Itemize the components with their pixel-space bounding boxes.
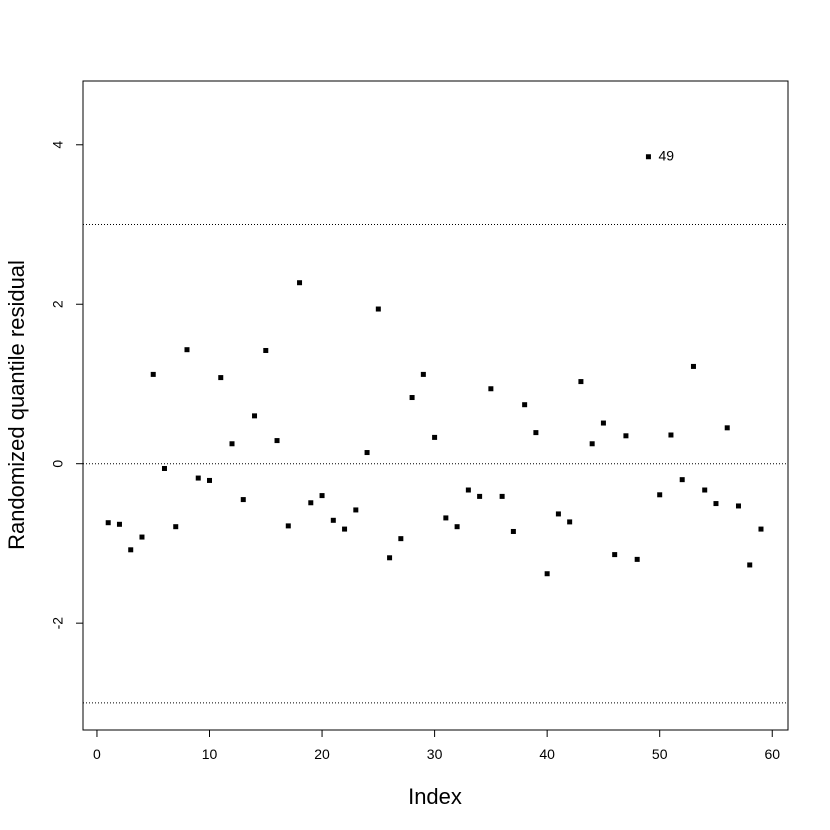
point [555,511,561,517]
point [330,517,336,523]
point [443,515,449,521]
point [465,487,471,493]
point [420,371,426,377]
point [454,524,460,530]
point [207,477,213,483]
point [634,556,640,562]
point [252,413,258,419]
annotation: 49 [658,147,674,163]
point [398,536,404,542]
point [319,493,325,499]
point [128,547,134,553]
x-tick-label: 20 [314,746,330,762]
x-tick-label: 50 [652,746,668,762]
point [668,432,674,438]
y-tick-label: 4 [50,141,66,149]
point [645,154,651,160]
point [758,526,764,532]
point [240,497,246,503]
point [173,524,179,530]
point [623,433,629,439]
point [510,528,516,534]
point [263,347,269,353]
point [702,487,708,493]
point [690,363,696,369]
point [375,306,381,312]
point [713,501,719,507]
point [161,465,167,471]
point [139,534,145,540]
point [735,503,741,509]
point [679,477,685,483]
point [342,526,348,532]
point [387,555,393,561]
point [499,493,505,499]
point [578,379,584,385]
point [477,493,483,499]
point [747,562,753,568]
point [544,571,550,577]
point [285,523,291,529]
y-tick-label: 2 [50,300,66,308]
y-axis-label: Randomized quantile residual [4,260,29,550]
plot-frame [82,80,789,731]
point [657,492,663,498]
point [150,371,156,377]
point [297,280,303,286]
point [364,450,370,456]
point [600,420,606,426]
x-axis-label: Index [408,784,462,809]
x-tick-label: 60 [764,746,780,762]
y-tick-label: -2 [50,617,66,630]
x-tick-label: 0 [93,746,101,762]
point [432,434,438,440]
point [308,500,314,506]
point [195,475,201,481]
y-tick-label: 0 [50,460,66,468]
point [184,347,190,353]
point [533,430,539,436]
point [353,507,359,513]
point [105,520,111,526]
point [612,552,618,558]
point [567,519,573,525]
x-tick-label: 30 [427,746,443,762]
point [116,521,122,527]
point [229,441,235,447]
point [589,441,595,447]
x-tick-label: 10 [202,746,218,762]
point [724,425,730,431]
point [488,386,494,392]
point [522,402,528,408]
point [218,375,224,381]
point [409,395,415,401]
point [274,438,280,444]
x-tick-label: 40 [539,746,555,762]
